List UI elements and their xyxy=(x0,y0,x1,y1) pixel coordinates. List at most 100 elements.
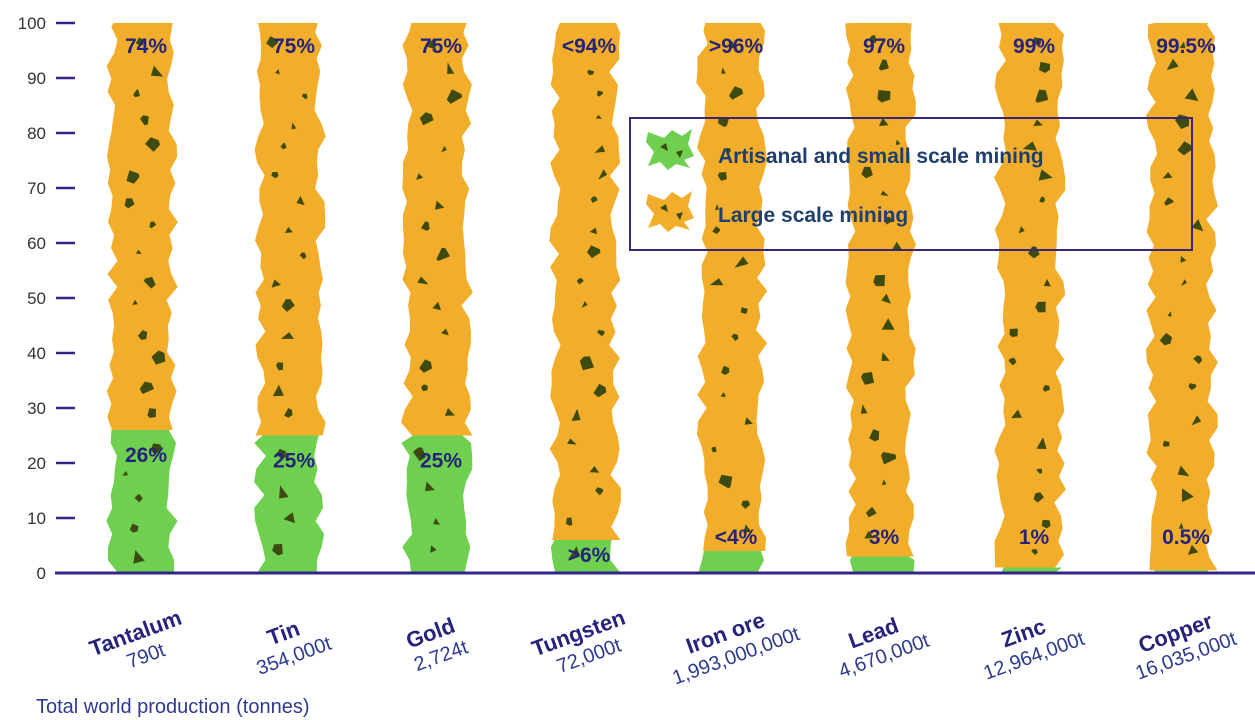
legend-box xyxy=(629,117,1193,251)
large-scale-speckle xyxy=(891,241,902,250)
label-artisanal-copper: 0.5% xyxy=(1162,526,1210,549)
large-scale-speckle xyxy=(879,117,889,127)
large-scale-speckle xyxy=(1041,519,1051,529)
label-artisanal-tin: 25% xyxy=(273,450,315,473)
large-scale-speckle xyxy=(281,332,294,339)
large-scale-speckle xyxy=(135,37,144,46)
artisanal-speckle xyxy=(568,546,581,559)
large-scale-speckle xyxy=(425,39,437,50)
artisanal-speckle xyxy=(129,523,139,533)
large-scale-speckle xyxy=(1162,440,1170,447)
large-scale-speckle xyxy=(1022,141,1037,151)
large-scale-speckle xyxy=(266,36,279,49)
large-scale-speckle xyxy=(590,196,598,203)
large-scale-speckle xyxy=(1179,41,1186,49)
label-large-scale-tantalum: 74% xyxy=(125,35,167,58)
swatch-shape xyxy=(646,129,694,170)
large-scale-speckle xyxy=(869,35,877,44)
large-scale-speckle xyxy=(864,530,875,539)
large-scale-speckle xyxy=(420,221,430,231)
large-scale-speckle xyxy=(720,392,726,398)
large-scale-speckle xyxy=(741,500,751,509)
large-scale-speckle xyxy=(1167,311,1172,317)
bar-large-scale-lead xyxy=(845,23,916,557)
artisanal-speckle xyxy=(275,448,286,460)
label-large-scale-tungsten: <94% xyxy=(562,35,617,58)
y-axis: 0 10 20 30 40 50 60 70 80 90 100 xyxy=(18,14,75,583)
bars-group xyxy=(106,23,1218,573)
artisanal-speckle xyxy=(412,447,426,462)
legend-swatch-artisanal xyxy=(646,129,694,170)
large-scale-speckle xyxy=(592,40,597,49)
large-scale-speckle xyxy=(1177,141,1192,156)
footer-note: Total world production (tonnes) xyxy=(36,696,309,718)
swatch-speckle xyxy=(660,204,668,212)
y-tick-label: 20 xyxy=(27,454,46,473)
y-tick-label: 0 xyxy=(37,564,46,583)
legend-label-artisanal: Artisanal and small scale mining xyxy=(718,145,1044,168)
large-scale-speckle xyxy=(712,226,720,235)
large-scale-speckle xyxy=(126,170,140,184)
large-scale-speckle xyxy=(441,328,449,336)
large-scale-speckle xyxy=(721,365,730,375)
large-scale-speckle xyxy=(571,408,581,421)
large-scale-speckle xyxy=(271,279,281,288)
y-tick-label: 30 xyxy=(27,399,46,418)
large-scale-speckle xyxy=(1181,488,1194,503)
large-scale-speckle xyxy=(884,216,893,225)
large-scale-speckle xyxy=(137,330,148,340)
large-scale-speckle xyxy=(598,169,608,180)
artisanal-speckle xyxy=(133,550,145,564)
bar-artisanal-lead xyxy=(849,556,915,573)
label-large-scale-copper: 99.5% xyxy=(1156,35,1216,58)
large-scale-speckle xyxy=(709,278,724,286)
large-scale-speckle xyxy=(143,276,156,289)
large-scale-speckle xyxy=(725,147,731,154)
large-scale-speckle xyxy=(271,171,279,179)
large-scale-speckle xyxy=(589,466,600,473)
label-artisanal-gold: 25% xyxy=(420,450,462,473)
large-scale-speckle xyxy=(139,381,154,395)
large-scale-speckle xyxy=(729,86,744,100)
swatch-speckle xyxy=(676,212,683,220)
large-scale-speckle xyxy=(150,65,164,77)
large-scale-speckle xyxy=(895,139,901,145)
legend-label-large-scale: Large scale mining xyxy=(718,204,908,227)
large-scale-speckle xyxy=(1033,119,1043,127)
bar-large-scale-zinc xyxy=(994,23,1066,568)
large-scale-speckle xyxy=(878,59,889,71)
large-scale-speckle xyxy=(419,359,432,373)
y-tick-label: 50 xyxy=(27,289,46,308)
large-scale-speckle xyxy=(579,356,595,371)
label-artisanal-lead: 3% xyxy=(869,526,900,549)
large-scale-speckle xyxy=(581,301,588,308)
percentage-labels: 74% 26% 75% 25% 75% 25% <94% >6% >96% <4% 97% 3% 99%… xyxy=(125,35,1216,567)
large-scale-speckle xyxy=(587,69,594,76)
large-scale-speckle xyxy=(1180,256,1187,263)
bar-artisanal-tin xyxy=(254,435,325,573)
large-scale-speckle xyxy=(565,517,573,526)
large-scale-speckle xyxy=(419,112,434,126)
large-scale-speckle xyxy=(717,117,729,127)
large-scale-speckle xyxy=(1039,61,1050,73)
large-scale-speckle xyxy=(861,371,875,385)
large-scale-speckle xyxy=(882,479,887,486)
bar-artisanal-iron-ore xyxy=(698,551,764,573)
large-scale-speckle xyxy=(301,93,308,100)
legend: Artisanal and small scale mining Large s… xyxy=(629,117,1193,251)
large-scale-speckle xyxy=(731,333,739,341)
large-scale-speckle xyxy=(1042,385,1050,392)
artisanal-speckle xyxy=(430,545,437,553)
large-scale-speckle xyxy=(567,438,577,445)
swatch-speckle xyxy=(660,143,668,151)
large-scale-speckle xyxy=(446,89,463,104)
large-scale-speckle xyxy=(866,507,877,518)
bar-lead xyxy=(845,23,916,573)
large-scale-speckle xyxy=(593,383,607,398)
